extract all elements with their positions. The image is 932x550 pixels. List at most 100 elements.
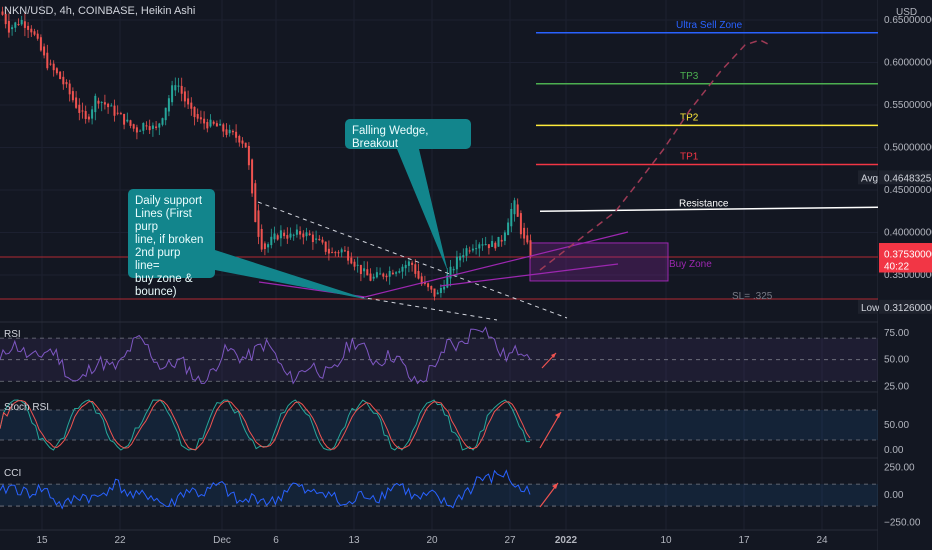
candle-body-58 <box>187 98 190 105</box>
candle-body-106 <box>340 249 343 253</box>
candle-body-65 <box>209 119 212 127</box>
stoch-rsi-tick-0: 50.00 <box>884 420 909 431</box>
candle-body-15 <box>49 63 52 65</box>
candle-body-84 <box>270 236 273 246</box>
candle-body-62 <box>199 117 202 120</box>
candle-body-13 <box>43 46 46 56</box>
candle-body-80 <box>257 210 260 237</box>
candle-body-14 <box>46 52 49 69</box>
resistance-label: Resistance <box>679 198 729 209</box>
candle-body-124 <box>398 271 401 273</box>
stoch-rsi-tick-1: 0.00 <box>884 445 904 456</box>
candle-body-70 <box>225 129 228 135</box>
candle-body-33 <box>107 103 110 108</box>
candle-body-78 <box>251 159 254 194</box>
purple-support-1 <box>364 231 629 298</box>
candle-body-120 <box>385 275 388 278</box>
candle-body-104 <box>334 252 337 254</box>
candle-body-22 <box>71 91 74 101</box>
price-tick-5: 0.40000000 <box>884 228 932 239</box>
candle-body-91 <box>292 234 295 236</box>
price-tick-6: 0.35000000 <box>884 270 932 281</box>
candle-body-116 <box>372 276 375 279</box>
resistance-line <box>539 206 879 212</box>
candle-body-63 <box>203 118 206 124</box>
candle-body-36 <box>116 112 119 114</box>
candle-body-114 <box>366 269 369 276</box>
candle-body-122 <box>391 272 394 275</box>
candle-body-111 <box>356 264 359 266</box>
candle-body-139 <box>446 274 449 288</box>
candle-body-75 <box>241 140 244 144</box>
candle-body-96 <box>308 233 311 236</box>
time-label-8: 10 <box>660 535 672 546</box>
candle-body-101 <box>324 241 327 252</box>
candle-body-135 <box>433 288 436 297</box>
candle-body-136 <box>436 292 439 295</box>
rsi-tick-2: 25.00 <box>884 382 909 393</box>
candle-body-131 <box>420 276 423 285</box>
candle-body-30 <box>97 100 100 104</box>
candle-body-108 <box>347 250 350 261</box>
candle-body-64 <box>206 122 209 129</box>
candle-body-98 <box>315 238 318 240</box>
candles <box>1 6 532 301</box>
stoch-band <box>0 410 878 440</box>
candle-body-118 <box>379 273 382 275</box>
cci-tick-0: 250.00 <box>884 463 915 474</box>
candle-body-129 <box>414 264 417 274</box>
current-price-countdown: 40:22 <box>884 261 909 272</box>
candle-body-72 <box>231 130 234 133</box>
candle-body-164 <box>526 235 529 243</box>
candle-body-83 <box>267 244 270 248</box>
candle-body-90 <box>289 233 292 238</box>
candle-body-47 <box>151 125 154 129</box>
candle-body-163 <box>523 227 526 239</box>
candle-body-10 <box>33 31 36 35</box>
candle-body-28 <box>91 109 94 119</box>
candle-body-81 <box>260 228 263 250</box>
candle-body-150 <box>481 244 484 246</box>
candle-body-141 <box>452 268 455 271</box>
candle-body-2 <box>7 21 10 33</box>
candle-body-87 <box>279 230 282 239</box>
buy-zone-label: Buy Zone <box>669 259 712 270</box>
tp2-label: TP2 <box>680 112 699 123</box>
candle-body-37 <box>119 113 122 115</box>
time-axis[interactable]: 15 22 Dec 6 13 20 27 2022 10 17 24 <box>36 535 828 546</box>
candle-body-19 <box>62 76 65 85</box>
price-tick-2: 0.55000000 <box>884 100 932 111</box>
avg-label: Avg <box>861 173 878 184</box>
rsi-line <box>0 326 531 385</box>
wedge-lower-line <box>359 296 498 321</box>
candle-body-123 <box>395 272 398 274</box>
candle-body-1 <box>4 13 7 25</box>
candle-body-50 <box>161 118 164 125</box>
candle-body-3 <box>11 27 14 30</box>
ultra-sell-zone-label: Ultra Sell Zone <box>676 20 743 31</box>
price-tick-4: 0.45000000 <box>884 185 932 196</box>
rsi-tick-1: 50.00 <box>884 355 909 366</box>
candle-body-74 <box>238 135 241 143</box>
candle-body-152 <box>487 244 490 249</box>
cci-line <box>0 469 531 510</box>
candle-body-142 <box>455 256 458 270</box>
candle-body-128 <box>411 262 414 265</box>
symbol-title[interactable]: NKN/USD, 4h, COINBASE, Heikin Ashi <box>4 5 196 17</box>
cci-band <box>0 484 878 507</box>
candle-body-61 <box>196 114 199 119</box>
candle-body-49 <box>158 123 161 128</box>
candle-body-43 <box>139 130 142 132</box>
candle-body-71 <box>228 129 231 134</box>
candle-body-6 <box>20 19 23 25</box>
candle-body-18 <box>59 71 62 79</box>
falling-wedge-callout: Falling Wedge, Breakout <box>345 119 471 150</box>
current-price-tag <box>879 246 932 273</box>
candle-body-44 <box>142 123 145 131</box>
time-label-6: 27 <box>504 535 516 546</box>
candle-body-52 <box>167 98 170 112</box>
avg-value: 0.46483252 <box>884 173 932 184</box>
cci-arrow-head <box>552 483 558 489</box>
